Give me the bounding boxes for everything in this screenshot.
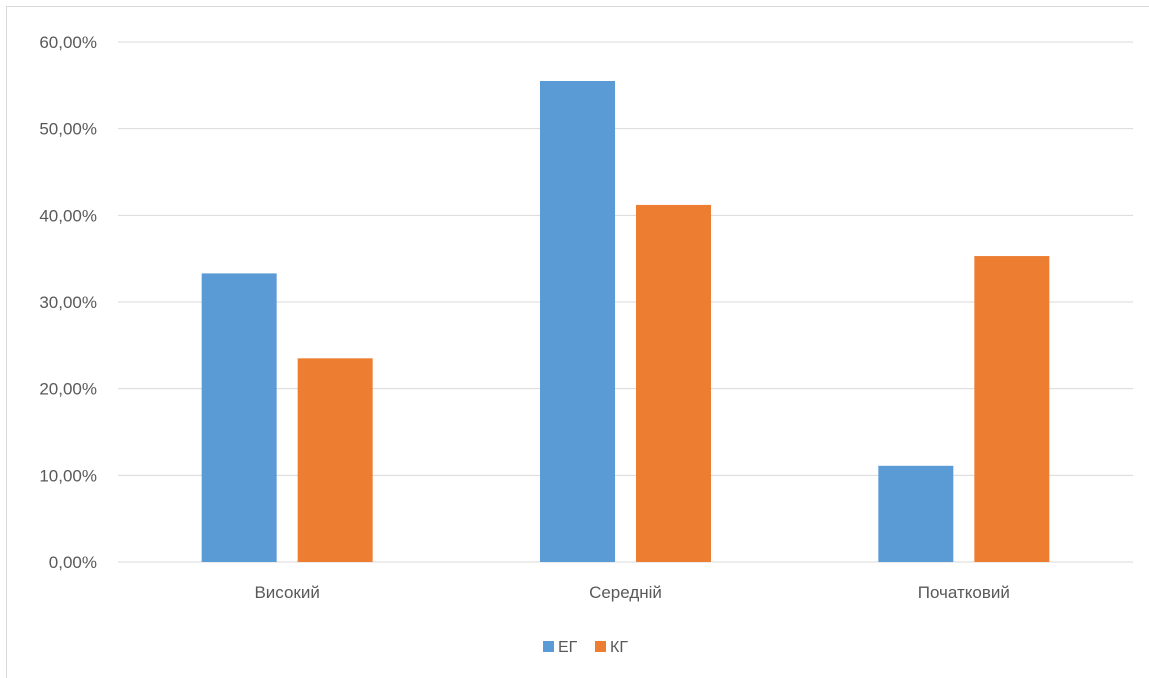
bar — [297, 358, 373, 562]
y-tick-label: 20,00% — [39, 380, 97, 399]
bar — [878, 465, 954, 562]
x-tick-label: Початковий — [918, 583, 1010, 602]
y-tick-label: 50,00% — [39, 120, 97, 139]
bars — [201, 81, 1050, 562]
gridlines — [118, 41, 1133, 563]
y-tick-label: 0,00% — [49, 553, 97, 572]
bar — [974, 256, 1050, 562]
x-axis-ticks: Високий Середній Початковий — [254, 583, 1009, 602]
legend-swatch — [543, 641, 554, 652]
legend-label: ЕГ — [558, 639, 578, 656]
y-tick-label: 60,00% — [39, 33, 97, 52]
y-tick-label: 10,00% — [39, 466, 97, 485]
bar — [201, 273, 277, 562]
chart-area — [6, 6, 1149, 678]
bar — [636, 204, 711, 562]
y-axis-ticks: 0,00% 10,00% 20,00% 30,00% 40,00% 50,00% 60,00… — [39, 33, 97, 572]
bar — [540, 81, 615, 562]
legend[interactable]: ЕГ КГ — [543, 639, 628, 656]
x-tick-label: Середній — [589, 583, 662, 602]
x-tick-label: Високий — [254, 583, 319, 602]
y-tick-label: 30,00% — [39, 293, 97, 312]
legend-label: КГ — [610, 639, 628, 656]
legend-swatch — [595, 641, 606, 652]
y-tick-label: 40,00% — [39, 206, 97, 225]
